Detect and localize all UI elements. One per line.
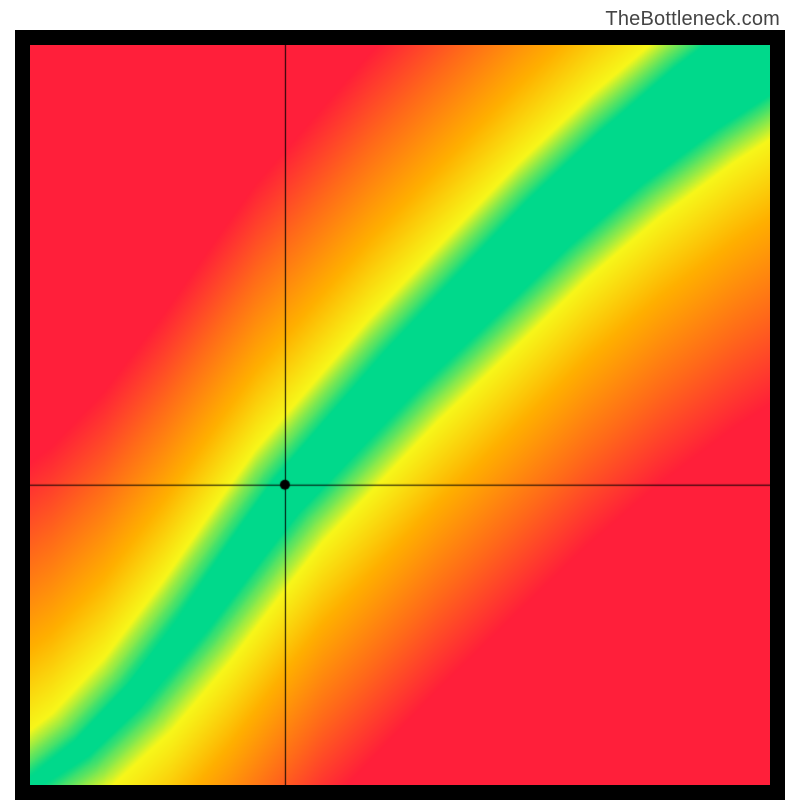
chart-frame (15, 30, 785, 800)
bottleneck-heatmap (30, 45, 770, 785)
watermark-text: TheBottleneck.com (605, 8, 780, 31)
